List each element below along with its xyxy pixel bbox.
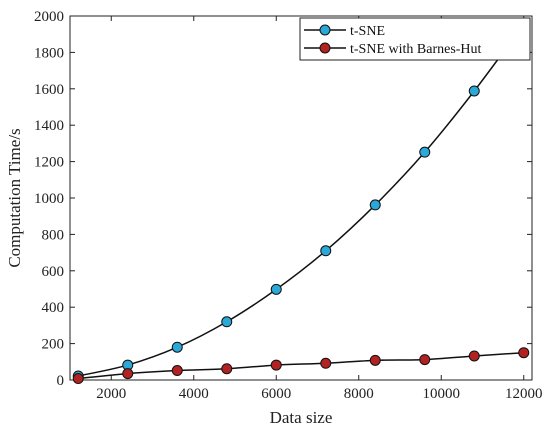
y-tick-label-3: 600 xyxy=(42,264,65,280)
y-axis-title: Computation Time/s xyxy=(5,128,24,267)
y-tick-label-7: 1400 xyxy=(34,118,64,134)
series-1-point-6 xyxy=(369,354,381,366)
series-1-line xyxy=(78,351,524,380)
y-tick-label-6: 1200 xyxy=(34,155,64,171)
legend-label-1: t-SNE with Barnes-Hut xyxy=(350,42,482,57)
legend-label-0: t-SNE xyxy=(350,24,385,39)
y-tick-label-2: 400 xyxy=(42,300,65,316)
series-1-point-8 xyxy=(468,350,480,362)
legend-marker-0 xyxy=(319,24,331,36)
legend: t-SNE t-SNE with Barnes-Hut xyxy=(299,17,531,61)
x-tick-label-1: 4000 xyxy=(179,386,209,402)
y-tick-label-1: 200 xyxy=(42,337,65,353)
y-tick-label-8: 1600 xyxy=(34,82,64,98)
axis-ticks: 2000 4000 6000 8000 10000 12000 0 200 400 600 800 1… xyxy=(34,9,543,402)
x-tick-label-5: 12000 xyxy=(505,386,543,402)
x-tick-label-0: 2000 xyxy=(96,386,126,402)
series-0-point-5 xyxy=(320,245,332,257)
series-1-point-4 xyxy=(270,359,282,371)
series-0-point-7 xyxy=(419,146,431,158)
series-layer xyxy=(72,18,530,385)
series-0-point-4 xyxy=(270,283,282,295)
series-0-point-3 xyxy=(221,316,233,328)
y-tick-label-4: 800 xyxy=(42,227,65,243)
y-tick-label-5: 1000 xyxy=(34,191,64,207)
series-0-point-8 xyxy=(468,85,480,97)
series-1-point-1 xyxy=(122,368,134,380)
series-0-point-2 xyxy=(171,341,183,353)
series-0-line xyxy=(78,23,525,377)
series-1-point-3 xyxy=(221,363,233,375)
y-tick-label-10: 2000 xyxy=(34,9,64,25)
series-1-point-5 xyxy=(320,357,332,369)
x-tick-label-2: 6000 xyxy=(261,386,291,402)
series-1-point-0 xyxy=(72,373,84,385)
x-tick-label-4: 10000 xyxy=(423,386,461,402)
x-tick-label-3: 8000 xyxy=(344,386,374,402)
series-1-point-9 xyxy=(518,347,530,359)
legend-box xyxy=(299,17,531,61)
series-1-point-7 xyxy=(419,354,431,366)
legend-marker-1 xyxy=(319,42,331,54)
x-axis-title: Data size xyxy=(270,408,333,427)
series-0-point-6 xyxy=(369,199,381,211)
y-tick-label-0: 0 xyxy=(57,373,65,389)
y-tick-label-9: 1800 xyxy=(34,45,64,61)
plot-area xyxy=(69,15,533,381)
series-1-point-2 xyxy=(171,365,183,377)
